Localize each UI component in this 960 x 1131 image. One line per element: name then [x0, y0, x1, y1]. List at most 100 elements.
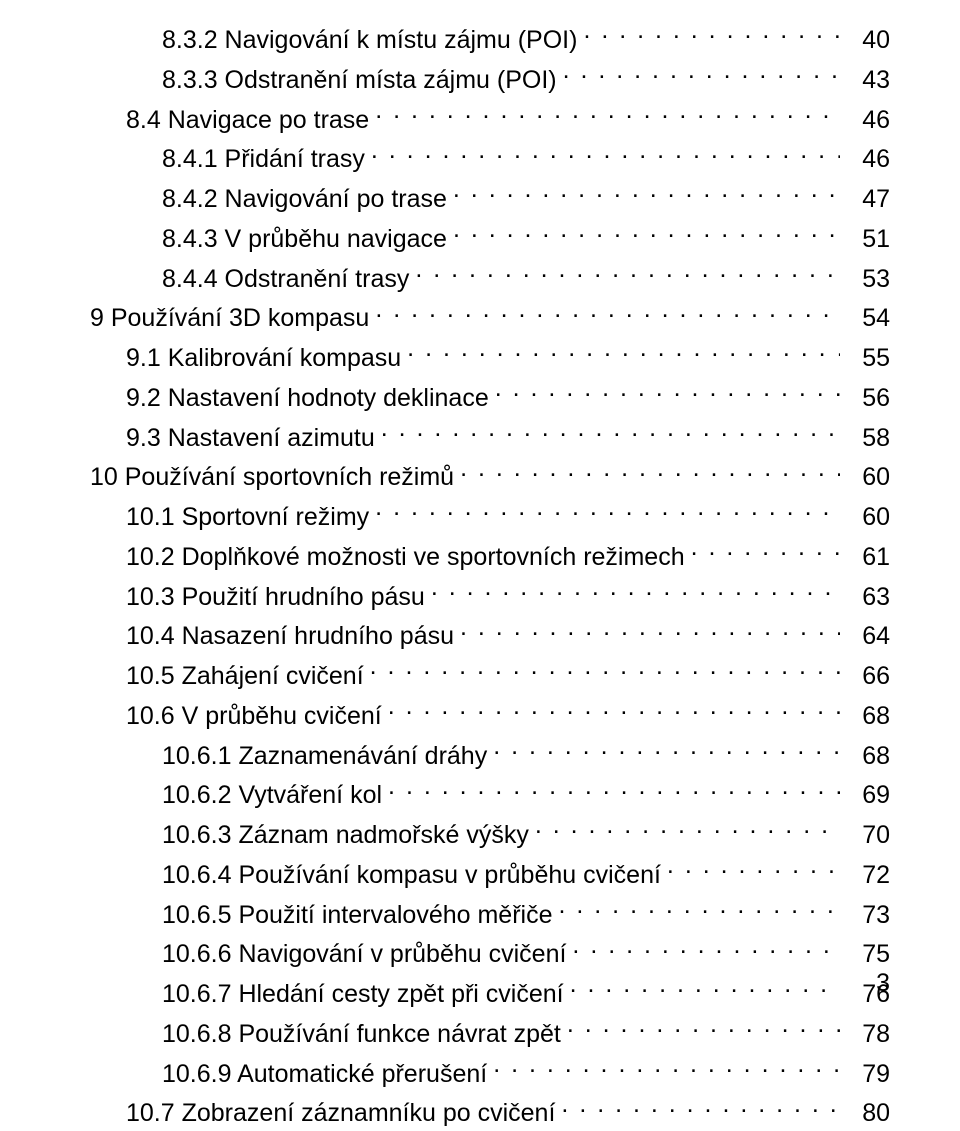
toc-entry-title: 8.4.4 Odstranění trasy [162, 263, 415, 297]
toc-entry-page: 47 [840, 183, 890, 217]
toc-leader-dots [691, 535, 840, 565]
toc-entry-page: 43 [840, 64, 890, 98]
toc-entry-page: 53 [840, 263, 890, 297]
toc-leader-dots [667, 853, 840, 883]
toc-leader-dots [388, 773, 840, 803]
toc-leader-dots [563, 58, 840, 88]
toc-entry: 8.4.3 V průběhu navigace51 [90, 217, 890, 257]
toc-entry: 8.3.3 Odstranění místa zájmu (POI) 43 [90, 58, 890, 98]
toc-leader-dots [375, 296, 840, 326]
toc-entry-title: 8.4 Navigace po trase [126, 104, 375, 138]
toc-entry-title: 10.6.5 Použití intervalového měřiče [162, 899, 559, 933]
toc-entry-title: 10.5 Zahájení cvičení [126, 660, 370, 694]
toc-leader-dots [567, 1012, 840, 1042]
toc-entry-page: 68 [840, 740, 890, 774]
toc-entry-title: 10.6.6 Navigování v průběhu cvičení [162, 938, 572, 972]
toc-entry: 10.7 Zobrazení záznamníku po cvičení 80 [90, 1091, 890, 1131]
toc-leader-dots [460, 614, 840, 644]
toc-entry-title: 10.6.1 Zaznamenávání dráhy [162, 740, 493, 774]
toc-leader-dots [371, 137, 840, 167]
toc-entry-title: 10.6.3 Záznam nadmořské výšky [162, 819, 535, 853]
toc-entry: 8.3.2 Navigování k místu zájmu (POI) 40 [90, 18, 890, 58]
toc-leader-dots [375, 98, 840, 128]
toc-leader-dots [453, 177, 840, 207]
toc-entry: 9 Používání 3D kompasu 54 [90, 296, 890, 336]
toc-entry-title: 10.1 Sportovní režimy [126, 501, 375, 535]
toc-leader-dots [370, 654, 840, 684]
toc-entry-title: 10 Používání sportovních režimů [90, 461, 460, 495]
toc-entry: 10.5 Zahájení cvičení 66 [90, 654, 890, 694]
toc-entry-page: 75 [840, 938, 890, 972]
table-of-contents: 8.3.2 Navigování k místu zájmu (POI)408.… [90, 18, 890, 1131]
toc-entry: 9.2 Nastavení hodnoty deklinace56 [90, 376, 890, 416]
toc-leader-dots [493, 1052, 840, 1082]
toc-entry-page: 70 [840, 819, 890, 853]
toc-entry-title: 8.3.3 Odstranění místa zájmu (POI) [162, 64, 563, 98]
toc-entry: 10.6.3 Záznam nadmořské výšky 70 [90, 813, 890, 853]
toc-entry-page: 60 [840, 461, 890, 495]
toc-entry-page: 60 [840, 501, 890, 535]
toc-entry-title: 10.6.2 Vytváření kol [162, 779, 388, 813]
toc-entry-title: 10.6.7 Hledání cesty zpět při cvičení [162, 978, 570, 1012]
toc-entry-page: 64 [840, 620, 890, 654]
toc-entry-page: 69 [840, 779, 890, 813]
toc-leader-dots [407, 336, 840, 366]
toc-entry-title: 9.1 Kalibrování kompasu [126, 342, 407, 376]
toc-entry-title: 10.6.8 Používání funkce návrat zpět [162, 1018, 567, 1052]
toc-leader-dots [572, 932, 840, 962]
toc-leader-dots [460, 455, 840, 485]
toc-entry-page: 40 [840, 24, 890, 58]
toc-entry: 8.4.1 Přidání trasy 46 [90, 137, 890, 177]
toc-entry: 10 Používání sportovních režimů 60 [90, 455, 890, 495]
toc-entry-page: 46 [840, 104, 890, 138]
toc-entry: 10.6 V průběhu cvičení 68 [90, 694, 890, 734]
toc-entry-page: 80 [840, 1097, 890, 1131]
toc-leader-dots [388, 694, 840, 724]
toc-entry: 10.6.1 Zaznamenávání dráhy 68 [90, 734, 890, 774]
toc-entry-title: 10.6.4 Používání kompasu v průběhu cviče… [162, 859, 667, 893]
toc-entry: 10.6.7 Hledání cesty zpět při cvičení76 [90, 972, 890, 1012]
toc-entry-title: 8.4.1 Přidání trasy [162, 143, 371, 177]
toc-entry: 10.6.9 Automatické přerušení 79 [90, 1052, 890, 1092]
toc-entry-page: 46 [840, 143, 890, 177]
toc-entry: 10.3 Použití hrudního pásu 63 [90, 575, 890, 615]
page-number: 3 [876, 969, 890, 998]
toc-entry: 8.4.2 Navigování po trase 47 [90, 177, 890, 217]
toc-leader-dots [570, 972, 840, 1002]
toc-entry-page: 55 [840, 342, 890, 376]
toc-leader-dots [561, 1091, 840, 1121]
toc-entry-title: 10.6.9 Automatické přerušení [162, 1058, 493, 1092]
toc-entry-page: 61 [840, 541, 890, 575]
toc-entry-page: 68 [840, 700, 890, 734]
toc-entry: 10.6.8 Používání funkce návrat zpět 78 [90, 1012, 890, 1052]
toc-entry: 10.6.2 Vytváření kol 69 [90, 773, 890, 813]
toc-entry-title: 9.2 Nastavení hodnoty deklinace [126, 382, 495, 416]
toc-entry: 10.6.6 Navigování v průběhu cvičení 75 [90, 932, 890, 972]
toc-entry: 10.1 Sportovní režimy 60 [90, 495, 890, 535]
toc-entry: 8.4.4 Odstranění trasy 53 [90, 257, 890, 297]
toc-entry-title: 10.7 Zobrazení záznamníku po cvičení [126, 1097, 561, 1131]
toc-entry-page: 79 [840, 1058, 890, 1092]
toc-leader-dots [453, 217, 840, 247]
toc-entry-title: 8.4.2 Navigování po trase [162, 183, 453, 217]
toc-entry-title: 10.2 Doplňkové možnosti ve sportovních r… [126, 541, 691, 575]
toc-entry: 10.2 Doplňkové možnosti ve sportovních r… [90, 535, 890, 575]
toc-entry: 9.3 Nastavení azimutu58 [90, 416, 890, 456]
toc-entry-title: 8.3.2 Navigování k místu zájmu (POI) [162, 24, 583, 58]
toc-entry-title: 10.6 V průběhu cvičení [126, 700, 388, 734]
toc-entry-title: 10.4 Nasazení hrudního pásu [126, 620, 460, 654]
toc-entry-page: 63 [840, 581, 890, 615]
toc-entry-title: 10.3 Použití hrudního pásu [126, 581, 431, 615]
toc-entry: 9.1 Kalibrování kompasu 55 [90, 336, 890, 376]
toc-leader-dots [375, 495, 840, 525]
toc-leader-dots [583, 18, 840, 48]
toc-entry-page: 72 [840, 859, 890, 893]
toc-entry-page: 78 [840, 1018, 890, 1052]
toc-entry-page: 73 [840, 899, 890, 933]
toc-entry: 10.6.5 Použití intervalového měřiče 73 [90, 893, 890, 933]
toc-entry-page: 66 [840, 660, 890, 694]
toc-entry-title: 9 Používání 3D kompasu [90, 302, 375, 336]
toc-entry-page: 54 [840, 302, 890, 336]
toc-leader-dots [381, 416, 840, 446]
toc-entry: 10.4 Nasazení hrudního pásu 64 [90, 614, 890, 654]
